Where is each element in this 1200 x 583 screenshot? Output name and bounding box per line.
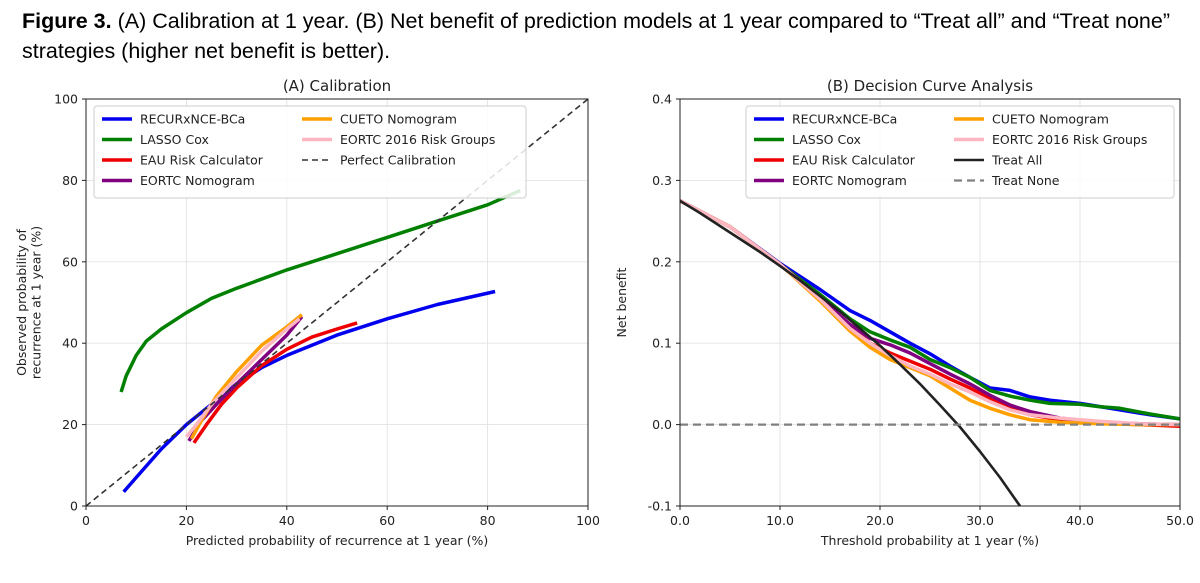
series-line-recurxnce-bca [680,199,1180,421]
series-line-eortc-2016-risk-groups [185,317,301,438]
caption-text: (A) Calibration at 1 year. (B) Net benef… [22,9,1170,63]
legend-label: CUETO Nomogram [992,112,1109,127]
legend-label: Treat None [991,173,1060,188]
series-line-eortc-nomogram [680,199,1180,427]
x-tick-label: 30.0 [966,513,994,528]
series-line-eau-risk-calculator [680,199,1180,428]
y-tick-label: 100 [54,92,78,107]
legend-box [93,105,527,199]
legend-label: CUETO Nomogram [340,112,457,127]
series-line-eortc-2016-risk-groups [680,199,1180,427]
chart-title: (B) Decision Curve Analysis [827,77,1033,95]
figure-caption: Figure 3. (A) Calibration at 1 year. (B)… [22,6,1192,66]
x-tick-label: 40.0 [1066,513,1094,528]
series-line-recurxnce-bca [122,289,496,493]
chart-decision-curve: 0.0 10.0 20.0 30.0 40.0 50.0-0.10.00.10.20.30… [614,77,1194,548]
y-tick-label: 80 [62,173,78,188]
x-tick-label: 20.0 [866,513,894,528]
plot-frame [679,98,1181,507]
series-line-treat-all [680,199,1022,506]
series-group [86,99,588,506]
x-axis-label: Threshold probability at 1 year (%) [820,533,1039,548]
y-tick-label: 0.1 [652,336,672,351]
caption-label: Figure 3. [22,9,112,33]
x-tick-label: 0 [82,513,90,528]
y-tick-label: 20 [62,417,78,432]
series-group [680,199,1180,506]
x-tick-label: 40 [279,513,295,528]
legend-box [745,105,1175,199]
plot-frame [85,98,589,507]
legend-label: LASSO Cox [140,132,209,147]
y-tick-label: 0 [70,499,78,514]
legend-label: RECURxNCE-BCa [792,112,897,127]
legend-label: EORTC Nomogram [140,173,255,188]
x-tick-label: 100 [576,513,600,528]
legend-label: LASSO Cox [792,132,861,147]
x-tick-label: 20 [178,513,194,528]
y-tick-label: 0.0 [652,417,672,432]
legend-label: Perfect Calibration [340,153,456,168]
legend-label: EORTC 2016 Risk Groups [340,132,495,147]
legend: RECURxNCE-BCa LASSO Cox EAU Risk Calculato… [93,105,527,199]
x-axis-label: Predicted probability of recurrence at 1… [186,533,489,548]
x-tick-label: 80 [480,513,496,528]
x-tick-label: 0.0 [670,513,690,528]
y-tick-label: -0.1 [648,499,672,514]
legend-label: Treat All [991,153,1042,168]
x-tick-label: 60 [379,513,395,528]
y-axis-label-line2: recurrence at 1 year (%) [29,226,44,379]
y-tick-label: 0.3 [652,173,672,188]
series-line-eau-risk-calculator [192,321,358,444]
series-line-cueto-nomogram [680,199,1180,427]
legend-label: EAU Risk Calculator [792,153,916,168]
y-tick-label: 0.2 [652,254,672,269]
legend-label: EORTC 2016 Risk Groups [992,132,1147,147]
y-axis-label-line1: Observed probability of [14,228,29,375]
y-axis-label: Observed probability ofrecurrence at 1 y… [14,226,43,379]
chart-title: (A) Calibration [283,77,391,95]
x-tick-label: 10.0 [766,513,794,528]
x-tick-label: 50.0 [1166,513,1194,528]
legend: RECURxNCE-BCa LASSO Cox EAU Risk Calculato… [745,105,1175,199]
series-line-lasso-cox [680,199,1180,421]
series-line-lasso-cox [119,188,521,393]
y-tick-label: 0.4 [652,92,672,107]
chart-calibration: 0 20 40 60 80 100 0 20 40 60 80 100 (A) Calibration P… [14,77,600,548]
legend-label: EAU Risk Calculator [140,153,264,168]
series-line-perfect-calibration [86,99,588,506]
legend-label: EORTC Nomogram [792,173,907,188]
y-axis-label: Net benefit [614,267,629,337]
y-tick-label: 40 [62,336,78,351]
y-tick-label: 60 [62,254,78,269]
legend-label: RECURxNCE-BCa [140,112,245,127]
